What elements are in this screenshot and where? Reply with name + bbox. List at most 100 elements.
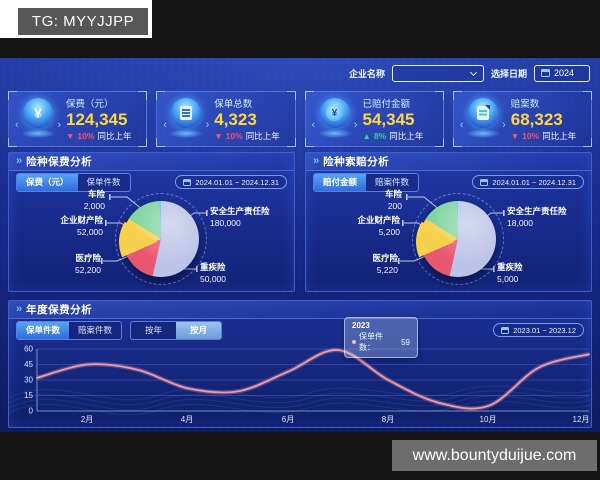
pie-label-vehicle: 车险 2,000	[83, 189, 105, 211]
panel-title: 年度保费分析	[26, 304, 93, 316]
yuan-glyph: ¥	[34, 105, 42, 122]
date-range-value: 2023.01 ~ 2023.12	[513, 325, 576, 335]
pie-dashed-ring	[115, 193, 207, 285]
kpi-row: ‹ ¥ › 保费（元） 124,345 ▼ 10% 同比上年	[7, 91, 593, 148]
date-range-value: 2024.01.01 ~ 2024.12.31	[195, 177, 279, 187]
year-select[interactable]: 2024	[534, 64, 590, 82]
calendar-icon	[541, 69, 550, 77]
double-arrow-icon: »	[16, 303, 23, 315]
claim-file-icon: ‹ ›	[459, 96, 506, 142]
tooltip-year: 2023	[352, 321, 370, 330]
kpi-card-paid-amount: ‹ ¥ › 已赔付金额 54,345 ▲ 8% 同比上年	[304, 91, 445, 148]
kpi-card-claim-count: ‹ › 赔案数 68,323 ▼ 10% 同比上年	[452, 91, 593, 148]
kpi-title: 赔案数	[510, 99, 540, 110]
gridlines	[37, 348, 589, 396]
tg-watermark-text: TG: MYYJJPP	[31, 13, 135, 30]
company-name-select[interactable]	[391, 64, 484, 82]
annual-premium-panel: » 年度保费分析 保单件数 赔案件数 按年 按月 2023.01 ~ 2023.…	[8, 300, 593, 428]
annual-line-chart: 0 15 30 45 60 2月 4月 6月 8月 10月 12月	[9, 345, 593, 424]
insurance-dashboard: 企业名称 选择日期 2024 ‹ ¥ ›	[0, 58, 600, 432]
icon-pedestal	[21, 129, 55, 139]
date-range-picker[interactable]: 2024.01.01 ~ 2024.12.31	[175, 175, 287, 189]
icon-orb: ¥	[23, 98, 53, 129]
double-arrow-icon: »	[313, 155, 320, 167]
pie-label-safety: 安全生产责任险 180,000	[210, 206, 270, 228]
kpi-value: 4,323	[214, 110, 257, 129]
angle-right-decoration: ›	[353, 119, 358, 132]
kpi-value: 68,323	[510, 110, 563, 129]
tab-premium-amount[interactable]: 保费（元）	[17, 173, 78, 191]
icon-pedestal	[169, 129, 204, 139]
tab-policy-count[interactable]: 保单件数	[86, 177, 121, 187]
money-bag-icon: ‹ ¥ ›	[312, 96, 358, 142]
y-axis-ticks: 0 15 30 45 60	[24, 345, 33, 416]
mesh-decoration	[9, 385, 593, 416]
icon-pedestal	[317, 129, 352, 139]
premium-yuan-icon: ‹ ¥ ›	[15, 96, 61, 142]
kpi-title: 保单总数	[214, 99, 253, 110]
pie-label-vehicle: 车险 200	[384, 189, 402, 211]
tab-by-month[interactable]: 按月	[176, 321, 222, 339]
trend-down-icon: ▼	[510, 131, 520, 142]
kpi-pct: 8%	[373, 131, 387, 142]
kpi-title: 保费（元）	[66, 99, 114, 110]
kpi-value: 54,345	[362, 110, 415, 129]
tooltip-series-value: 59	[401, 337, 410, 347]
icon-orb: ¥	[319, 98, 350, 129]
pie-exploded-slice-medical	[119, 204, 195, 280]
x-tick: 6月	[282, 415, 294, 424]
y-tick: 45	[24, 360, 33, 369]
pie-label-property: 企业财产险 5,200	[357, 215, 400, 237]
kpi-card-premium: ‹ ¥ › 保费（元） 124,345 ▼ 10% 同比上年	[7, 91, 148, 148]
pie-label-critical: 重疾险 50,000	[200, 262, 226, 284]
pie-label-safety: 安全生产责任险 18,000	[507, 206, 567, 228]
document-glyph	[180, 106, 193, 121]
pie-label-property: 企业财产险 52,000	[60, 215, 103, 237]
file-glyph	[476, 105, 490, 121]
tab-claim-count[interactable]: 赔案件数	[375, 177, 410, 187]
premium-tab-group: 保费（元） 保单件数	[16, 172, 131, 192]
claims-analysis-panel: » 险种索赔分析 赔付金额 赔案件数 2024.01.01 ~ 2024.12.…	[305, 152, 592, 292]
panel-title: 险种保费分析	[26, 156, 93, 168]
top-watermark-box: TG: MYYJJPP	[0, 0, 152, 38]
kpi-pct: 10%	[522, 131, 540, 142]
pie-exploded-slice-medical	[416, 204, 492, 280]
tab-paid-amount[interactable]: 赔付金额	[314, 173, 367, 191]
angle-left-decoration: ‹	[459, 119, 464, 132]
tab-claim-count[interactable]: 赔案件数	[78, 325, 113, 335]
tab-by-year[interactable]: 按年	[145, 325, 163, 335]
x-axis-ticks: 2月 4月 6月 8月 10月 12月	[81, 415, 590, 424]
site-watermark: www.bountyduijue.com	[392, 440, 597, 471]
trend-down-icon: ▼	[214, 131, 223, 142]
annual-period-tab-group: 按年 按月	[130, 320, 223, 340]
angle-left-decoration: ‹	[163, 119, 167, 132]
x-tick: 8月	[382, 415, 394, 424]
y-tick: 30	[24, 376, 33, 385]
date-range-picker[interactable]: 2023.01 ~ 2023.12	[493, 323, 584, 337]
kpi-card-policy-count: ‹ › 保单总数 4,323 ▼ 10% 同比上年	[156, 91, 296, 148]
y-tick: 60	[24, 345, 33, 354]
kpi-yoy-label: 同比上年	[245, 131, 280, 142]
tooltip-series-label: 保单件数：	[359, 332, 383, 352]
y-tick: 15	[24, 391, 33, 400]
y-tick: 0	[29, 407, 34, 416]
premium-analysis-panel: » 险种保费分析 保费（元） 保单件数 2024.01.01 ~ 2024.12…	[8, 152, 295, 292]
icon-orb	[467, 98, 498, 129]
policy-count-line-series	[36, 349, 590, 410]
date-range-picker[interactable]: 2024.01.01 ~ 2024.12.31	[472, 175, 584, 189]
calendar-icon	[480, 178, 489, 186]
pie-label-medical: 医疗险 52,200	[75, 253, 101, 275]
x-tick: 12月	[573, 415, 590, 424]
angle-right-decoration: ›	[57, 119, 61, 132]
x-tick: 2月	[81, 415, 93, 424]
icon-pedestal	[465, 129, 500, 139]
kpi-value: 124,345	[66, 110, 128, 129]
policy-doc-icon: ‹ ›	[163, 96, 209, 142]
site-watermark-text: www.bountyduijue.com	[412, 446, 577, 464]
kpi-pct: 10%	[225, 131, 243, 142]
calendar-icon	[183, 178, 192, 186]
tab-policy-count[interactable]: 保单件数	[17, 321, 70, 339]
icon-orb	[171, 98, 202, 129]
double-arrow-icon: »	[16, 155, 23, 167]
